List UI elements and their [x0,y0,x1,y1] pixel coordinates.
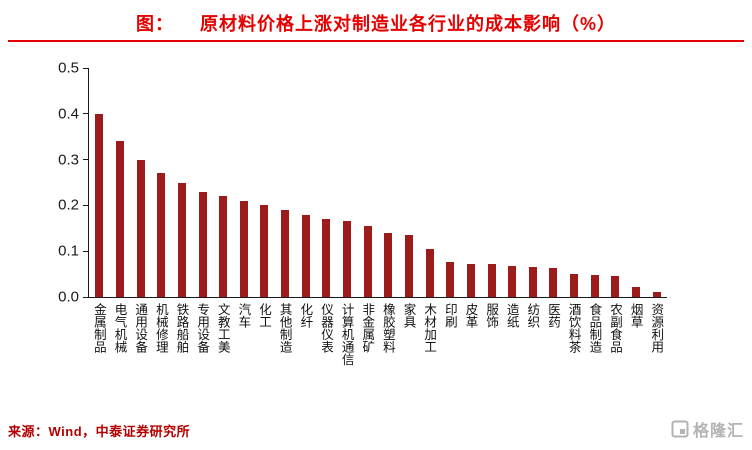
x-axis-label: 农副食品 [607,303,622,353]
x-axis-label: 文教工美 [215,303,230,353]
bar-烟草 [632,287,641,297]
x-axis-label: 金属制品 [91,303,106,353]
x-axis-label: 家具 [401,303,416,328]
bar-印刷 [446,262,455,297]
x-axis-label: 木材加工 [422,303,437,353]
bar-服饰 [487,264,496,297]
x-axis-labels: 金属制品 电气机械 通用设备 机械修理 铁路船舶 专用设备 文教工美 汽车 化工 其他制造 化纤 仪器… [88,303,666,403]
x-axis-label: 化纤 [298,303,313,328]
bar-非金属矿 [363,226,372,297]
y-axis-tick-label: 0.0 [58,288,79,306]
bar-资源利用 [652,291,661,297]
chart-title: 图： 原材料价格上涨对制造业各行业的成本影响（%） [0,10,752,36]
y-axis-tick-label: 0.1 [58,242,79,260]
bar-皮革 [466,263,475,297]
x-axis-label: 烟草 [628,303,643,328]
x-axis-label: 化工 [257,303,272,328]
watermark: 格隆汇 [671,417,744,441]
watermark-text: 格隆汇 [692,423,744,440]
y-axis-tick-label: 0.4 [58,105,79,123]
y-axis-tick-mark [83,296,89,298]
bar-仪器仪表 [322,219,331,297]
x-axis-label: 电气机械 [112,303,127,353]
bar-木材加工 [425,248,434,297]
bar-专用设备 [198,191,207,297]
x-axis-label: 专用设备 [195,303,210,353]
x-axis-label: 医药 [546,303,561,328]
chart-title-text: 原材料价格上涨对制造业各行业的成本影响（%） [199,14,616,34]
x-axis-label: 印刷 [442,303,457,328]
y-axis-tick-mark [83,204,89,206]
x-axis-label: 橡胶塑料 [380,303,395,353]
chart-title-prefix: 图： [135,14,174,34]
gelonghui-logo-icon [671,420,689,438]
y-axis-tick-label: 0.3 [58,151,79,169]
y-axis-tick-label: 0.5 [58,59,79,77]
bar-铁路船舶 [177,182,186,297]
bar-纺织 [528,266,537,297]
source-note: 来源：Wind，中泰证券研究所 [8,424,191,439]
x-axis-label: 非金属矿 [360,303,375,353]
bar-医药 [549,267,558,297]
x-axis-label: 服饰 [484,303,499,328]
bar-机械修理 [157,173,166,297]
x-axis-label: 其他制造 [277,303,292,353]
y-axis-tick-mark [83,250,89,252]
title-divider-line [8,40,744,42]
bar-化纤 [301,214,310,297]
x-axis-label: 食品制造 [587,303,602,353]
bar-通用设备 [136,159,145,297]
y-axis-tick-mark [83,67,89,69]
bar-计算机通信 [343,221,352,297]
x-axis-label: 酒饮料茶 [566,303,581,353]
bar-其他制造 [281,209,290,297]
bar-造纸 [508,265,517,297]
bar-化工 [260,205,269,297]
x-axis-label: 皮革 [463,303,478,328]
bar-酒饮料茶 [570,273,579,297]
bar-文教工美 [219,196,228,297]
x-axis-label: 纺织 [525,303,540,328]
bar-汽车 [239,200,248,297]
x-axis-label: 仪器仪表 [318,303,333,353]
bar-橡胶塑料 [384,232,393,297]
bar-家具 [404,235,413,297]
bar-金属制品 [95,113,104,297]
y-axis-tick-mark [83,159,89,161]
bar-食品制造 [590,274,599,297]
x-axis-label: 造纸 [504,303,519,328]
x-axis-label: 资源利用 [649,303,664,353]
bar-农副食品 [611,275,620,297]
x-axis-label: 铁路船舶 [174,303,189,353]
bar-电气机械 [115,141,124,297]
x-axis-label: 机械修理 [153,303,168,353]
y-axis-tick-label: 0.2 [58,196,79,214]
x-axis-label: 计算机通信 [339,303,354,366]
x-axis-label: 汽车 [236,303,251,328]
y-axis-tick-mark [83,113,89,115]
plot-area: 0.0 0.1 0.2 0.3 0.4 0.5 [58,60,667,306]
x-axis-label: 通用设备 [133,303,148,353]
